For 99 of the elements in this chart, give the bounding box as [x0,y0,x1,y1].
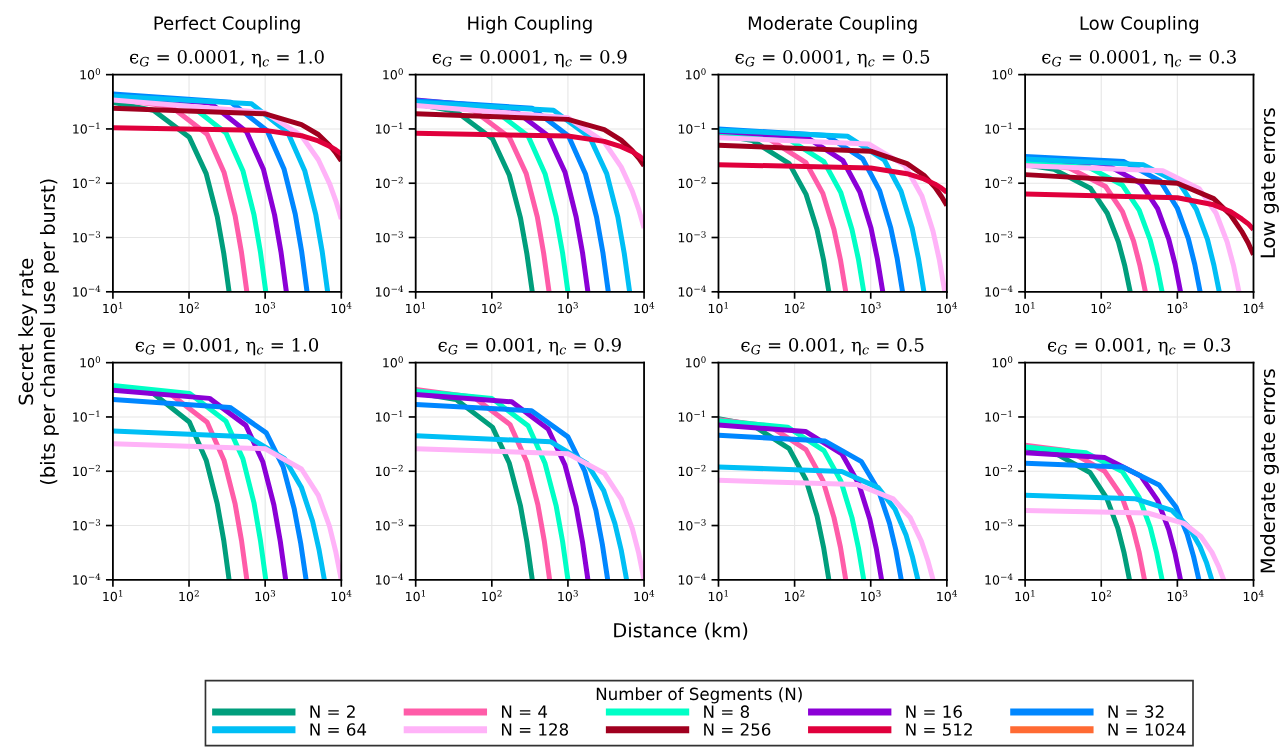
chart-title: Low Coupling [1080,15,1199,34]
x-tick-label: 10$^{3}$ [255,301,276,314]
y-tick-label: 10$^{0}$ [686,356,706,368]
x-tick-label: 10$^{2}$ [1091,590,1111,602]
chart-title: Perfect Coupling [154,15,300,34]
x-tick-label: 10$^{1}$ [103,301,123,314]
y-tick-label: 10$^{−3}$ [678,231,706,243]
x-tick-label: 10$^{4}$ [634,301,655,314]
y-tick-label: 10$^{−4}$ [985,285,1013,297]
x-tick-label: 10$^{4}$ [634,590,655,602]
y-tick-label: 10$^{−3}$ [678,519,706,531]
x-tick-label: 10$^{1}$ [708,590,728,602]
legend-label: N = 1024 [1108,723,1186,736]
x-tick-label: 10$^{2}$ [784,301,805,314]
x-tick-label: 10$^{2}$ [1091,301,1111,314]
x-tick-label: 10$^{1}$ [103,590,123,602]
y-tick-label: 10$^{0}$ [992,68,1013,80]
text: Low gate errors [1260,108,1279,258]
y-tick-label: 10$^{−1}$ [985,122,1012,134]
legend-label: N = 32 [1108,705,1164,718]
chart-subtitle: ϵ$_{G}$ = 0.0001, η$_{c}$ = 1.0 [129,49,324,68]
y-tick-label: 10$^{0}$ [80,68,101,80]
y-tick-label: 10$^{−1}$ [73,410,100,422]
y-tick-label: 10$^{−3}$ [376,519,403,531]
y-axis-title: Secret key rate (bits per channel use per burst) [18,179,59,485]
x-tick-label: 10$^{3}$ [558,301,578,314]
y-tick-label: 10$^{−4}$ [73,573,101,585]
x-tick-label: 10$^{4}$ [331,301,352,314]
x-tick-label: 10$^{2}$ [179,301,199,314]
x-tick-label: 10$^{3}$ [861,301,881,314]
y-tick-label: 10$^{−3}$ [985,519,1013,531]
x-tick-label: 10$^{1}$ [708,301,728,314]
y-tick-label: 10$^{−3}$ [985,231,1013,243]
chart-title: ϵ$_{G}$ = 0.001, η$_{c}$ = 0.3 [1047,338,1231,356]
legend-label: N = 4 [502,705,548,718]
text: Moderate gate errors [1260,369,1279,573]
chart-subtitle: ϵ$_{G}$ = 0.0001, η$_{c}$ = 0.9 [432,49,627,68]
x-tick-label: 10$^{4}$ [331,590,352,602]
x-tick-label: 10$^{1}$ [406,590,426,602]
y-tick-label: 10$^{−1}$ [376,122,403,134]
chart-title: Moderate Coupling [748,15,917,34]
x-tick-label: 10$^{2}$ [784,590,805,602]
legend-label: N = 2 [310,705,355,718]
y-tick-label: 10$^{−2}$ [73,464,100,477]
y-tick-label: 10$^{−4}$ [376,285,404,297]
x-tick-label: 10$^{3}$ [861,590,881,602]
y-tick-label: 10$^{0}$ [383,356,403,368]
x-tick-label: 10$^{4}$ [1243,301,1264,314]
y-tick-label: 10$^{−1}$ [678,410,706,422]
y-tick-label: 10$^{−1}$ [985,410,1012,422]
y-tick-label: 10$^{−2}$ [678,464,706,477]
x-tick-label: 10$^{2}$ [179,590,199,602]
chart-subtitle: ϵ$_{G}$ = 0.0001, η$_{c}$ = 0.5 [735,49,930,68]
legend-label: N = 256 [704,723,771,736]
y-tick-label: 10$^{−4}$ [678,285,706,297]
legend-title: Number of Segments (N) [596,687,802,704]
x-tick-label: 10$^{2}$ [482,590,502,602]
y-tick-label: 10$^{−4}$ [376,573,404,585]
x-tick-label: 10$^{1}$ [406,301,426,314]
y-tick-label: 10$^{−1}$ [376,410,403,422]
y-tick-label: 10$^{−4}$ [985,573,1013,585]
chart-title: ϵ$_{G}$ = 0.001, η$_{c}$ = 1.0 [135,338,319,356]
y-tick-label: 10$^{−3}$ [376,231,403,243]
x-tick-label: 10$^{1}$ [1015,590,1035,602]
x-tick-label: 10$^{4}$ [937,590,957,602]
chart-subtitle: ϵ$_{G}$ = 0.0001, η$_{c}$ = 0.3 [1042,49,1236,68]
chart-title: ϵ$_{G}$ = 0.001, η$_{c}$ = 0.5 [741,338,924,356]
x-tick-label: 10$^{3}$ [1167,590,1188,602]
y-tick-label: 10$^{−1}$ [73,122,100,134]
y-tick-label: 10$^{0}$ [80,356,101,368]
y-tick-label: 10$^{0}$ [686,68,706,80]
y-tick-label: 10$^{−2}$ [985,464,1013,477]
legend-label: N = 16 [906,705,962,718]
y-tick-label: 10$^{−3}$ [73,231,101,243]
x-tick-label: 10$^{3}$ [1167,301,1188,314]
legend-label: N = 8 [704,705,750,718]
y-tick-label: 10$^{−4}$ [73,285,101,297]
legend-label: N = 128 [502,723,569,736]
y-tick-label: 10$^{−2}$ [985,176,1013,189]
x-tick-label: 10$^{1}$ [1015,301,1035,314]
x-tick-label: 10$^{4}$ [937,301,957,314]
y-tick-label: 10$^{−2}$ [376,176,403,189]
x-axis-title: Distance (km) [614,622,748,640]
y-tick-label: 10$^{−2}$ [73,176,100,189]
y-tick-label: 10$^{−3}$ [73,519,101,531]
legend-label: N = 64 [310,723,367,736]
x-tick-label: 10$^{2}$ [482,301,502,314]
y-tick-label: 10$^{−1}$ [678,122,706,134]
y-tick-label: 10$^{0}$ [992,356,1013,368]
legend-label: N = 512 [906,723,972,736]
y-tick-label: 10$^{0}$ [383,68,403,80]
y-tick-label: 10$^{−4}$ [678,573,706,585]
chart-title: High Coupling [468,15,592,34]
x-tick-label: 10$^{4}$ [1243,590,1264,602]
y-tick-label: 10$^{−2}$ [376,464,403,477]
y-tick-label: 10$^{−2}$ [678,176,706,189]
x-tick-label: 10$^{3}$ [558,590,578,602]
x-tick-label: 10$^{3}$ [255,590,276,602]
chart-title: ϵ$_{G}$ = 0.001, η$_{c}$ = 0.9 [438,338,621,356]
